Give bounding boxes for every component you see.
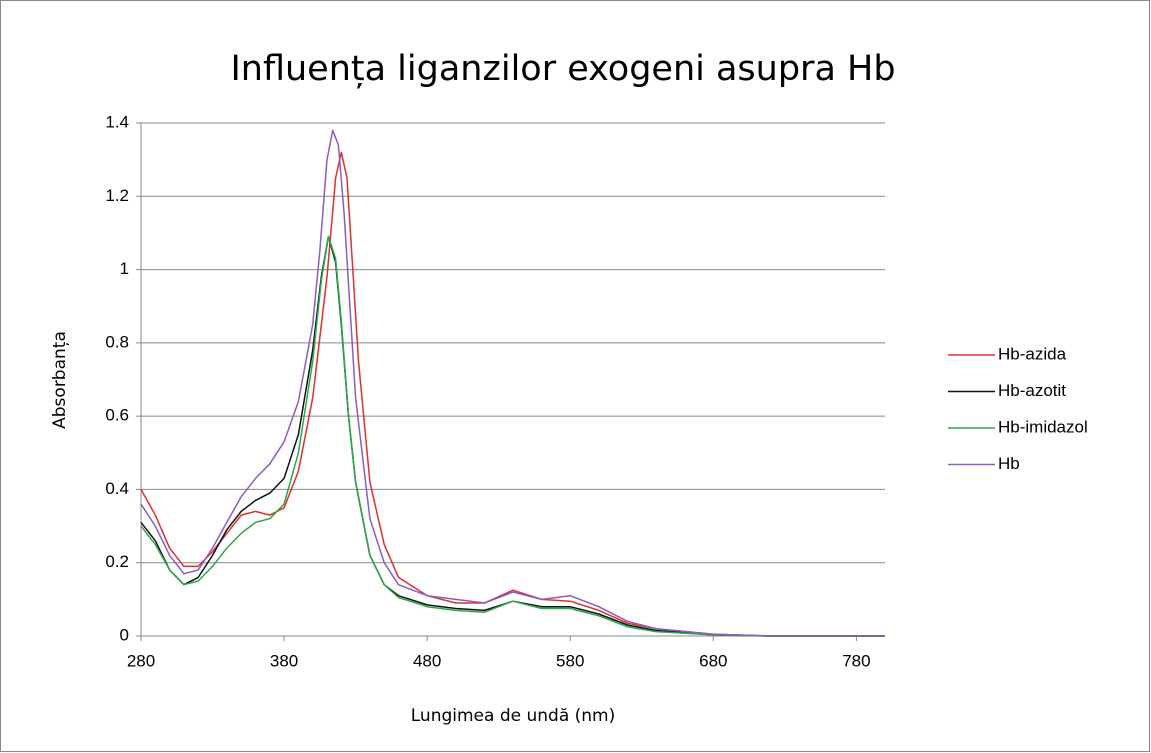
legend-label: Hb-azotit [998, 381, 1066, 400]
y-axis-label: Absorbanța [50, 331, 70, 429]
y-tick-label: 0.4 [105, 479, 129, 498]
legend-label: Hb-imidazol [998, 417, 1088, 436]
x-tick-label: 680 [699, 651, 727, 670]
series-line [140, 235, 885, 637]
x-tick-label: 780 [842, 651, 870, 670]
chart-title: Influența liganzilor exogeni asupra Hb [230, 49, 895, 89]
y-tick-label: 0.8 [105, 332, 129, 351]
y-tick-label: 0.2 [105, 552, 129, 571]
y-tick-label: 0.6 [105, 406, 129, 425]
x-axis-label: Lungimea de undă (nm) [411, 706, 616, 726]
x-tick-label: 580 [556, 651, 584, 670]
y-tick-label: 1.2 [105, 186, 129, 205]
y-tick-label: 0 [120, 625, 129, 644]
y-tick-label: 1 [120, 259, 129, 278]
x-tick-label: 480 [413, 651, 441, 670]
legend-label: Hb-azida [998, 344, 1067, 363]
x-tick-label: 280 [127, 651, 155, 670]
legend-label: Hb [998, 454, 1020, 473]
series-line [140, 129, 885, 637]
x-tick-label: 380 [270, 651, 298, 670]
y-tick-label: 1.4 [105, 112, 129, 131]
